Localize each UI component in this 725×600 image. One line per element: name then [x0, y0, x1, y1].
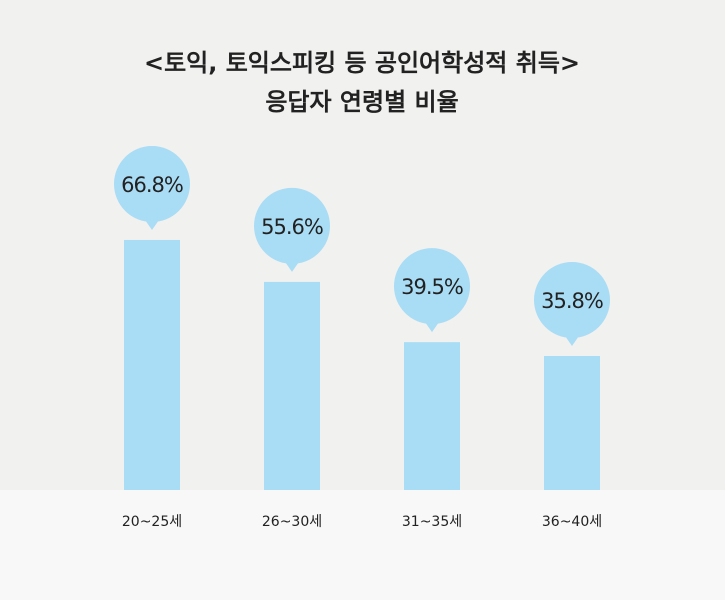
x-tick-label: 36~40세: [542, 514, 602, 530]
x-tick-label: 20~25세: [122, 514, 182, 530]
chart-subtitle: 응답자 연령별 비율: [265, 88, 458, 116]
bubble: [534, 262, 610, 339]
bar: [124, 239, 180, 490]
bar: [264, 281, 320, 490]
background: [0, 0, 725, 490]
chart-title: <토익, 토익스피킹 등 공인어학성적 취득>: [144, 49, 580, 77]
value-label: 66.8%: [121, 173, 183, 197]
bar: [544, 356, 600, 490]
bar: [404, 342, 460, 490]
bubble: [254, 187, 330, 264]
x-tick-label: 31~35세: [402, 514, 462, 530]
bubble: [114, 145, 190, 222]
value-label: 35.8%: [541, 289, 603, 313]
value-label: 39.5%: [401, 275, 463, 299]
bubble: [394, 248, 470, 325]
value-label: 55.6%: [261, 215, 323, 239]
floor: [0, 490, 725, 600]
x-tick-label: 26~30세: [262, 514, 322, 530]
